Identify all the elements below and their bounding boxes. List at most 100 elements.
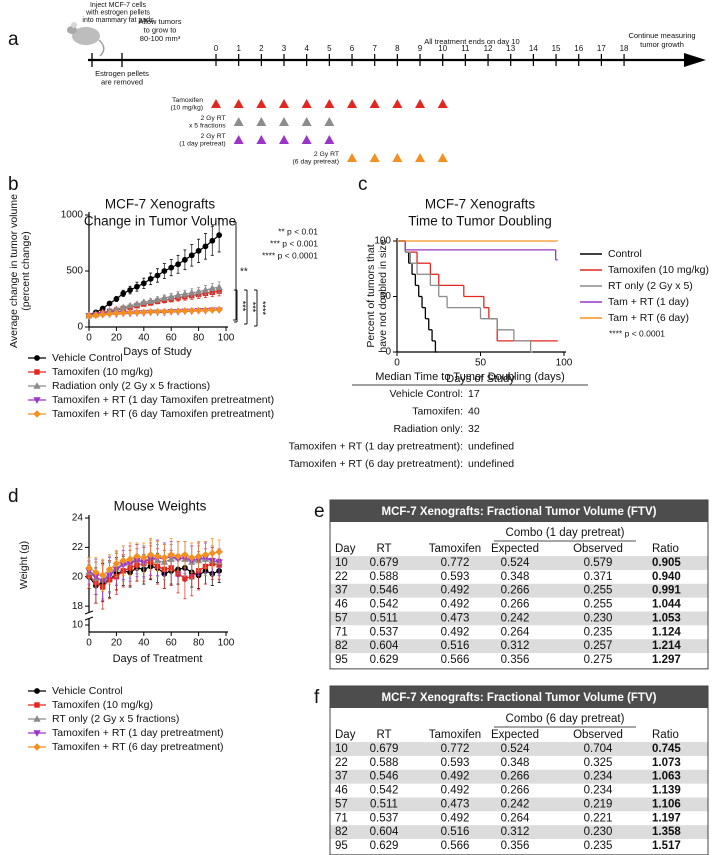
legend-label: Tamoxifen + RT (6 day pretreatment) [52,741,223,753]
treatment-marker [415,99,426,108]
x-tick-label: 20 [111,333,123,344]
timeline-note: Allow tumors [139,17,182,26]
x-axis-label: Days of Study [446,373,515,385]
data-point [174,552,182,560]
day-label: 11 [461,44,470,53]
axis-break [84,616,94,621]
table-cell: 0.242 [501,612,530,624]
data-point [194,287,203,295]
data-point [161,268,168,274]
data-point [119,303,127,311]
legend-label: Tam + RT (1 day) [608,296,689,308]
table-cell: 0.356 [501,840,530,852]
chart-title: Mouse Weights [114,499,207,514]
data-point [153,295,162,303]
table-group: Combo (6 day pretreat) [506,713,625,725]
table-cell: 0.593 [441,571,470,583]
data-point [168,264,175,271]
treatment-marker [301,99,312,108]
data-point [209,237,216,244]
data-point [201,306,210,314]
data-point [167,307,175,316]
treatment-marker [301,135,312,144]
table-cell: 1.124 [652,626,681,638]
x-tick-label: 80 [193,333,205,344]
table-column-header: RT [376,543,391,555]
x-tick-label: 80 [193,638,205,649]
table-cell: 0.745 [652,743,681,755]
table-cell: 0.492 [441,812,470,824]
data-point [140,298,148,306]
table-cell: 0.266 [501,785,530,797]
table-cell: 0.604 [370,640,399,652]
median-row-label: Tamoxifen + RT (6 day pretreatment): [289,458,463,470]
panel-label: c [358,174,368,195]
day-label: 18 [620,44,629,53]
day-label: 7 [372,44,377,53]
table-title: MCF-7 Xenografts: Fractional Tumor Volum… [382,506,657,518]
table-row-band [330,769,708,784]
median-row-value: undefined [468,458,514,470]
annotation: *** p < 0.001 [270,238,318,248]
table-cell: 0.537 [370,812,399,824]
treatment-marker [415,153,426,162]
table-cell: 10 [335,743,348,755]
data-point [33,743,41,751]
timeline-note: tumor growth [640,40,684,49]
table-cell: 0.219 [584,798,613,810]
treatment-marker [233,135,244,144]
day-label: 13 [506,44,515,53]
timeline-note: into mammary fat pads [82,17,154,24]
day-label: 1 [236,44,241,53]
day-label: 5 [327,44,332,53]
table-cell: 10 [335,557,348,569]
data-point [33,410,41,418]
x-tick-label: 100 [218,333,235,344]
table-cell: 46 [335,599,348,611]
table-cell: 57 [335,798,348,810]
table-cell: 1.214 [652,640,681,652]
table-cell: 0.524 [501,557,530,569]
day-label: 12 [484,44,493,53]
table-cell: 1.053 [652,612,681,624]
panel-label: d [8,486,19,507]
y-tick-label: 0 [77,322,83,333]
data-point [208,549,217,557]
data-point [92,568,100,577]
y-tick-label: 0 [385,347,391,358]
panel-label: f [314,687,320,708]
data-point [182,256,188,263]
legend-label: Vehicle Control [52,352,123,364]
table-cell: 0.234 [584,771,613,783]
panel-label: e [314,501,325,522]
table-cell: 0.546 [370,771,399,783]
data-point [98,310,107,319]
data-point [126,555,134,563]
timeline-note: with estrogen pellets [85,9,150,16]
table-cell: 0.516 [441,826,470,838]
table-row-band [330,556,708,570]
day-label: 6 [350,44,355,53]
x-tick-label: 40 [138,333,150,344]
day-label: 0 [214,44,219,53]
table-row-band [330,742,708,756]
treatment-marker [279,117,290,126]
timeline-note: are removed [101,77,143,86]
legend-label: Tamoxifen (10 mg/kg) [608,264,709,276]
legend-label: RT only (2 Gy x 5 fractions) [52,713,179,725]
x-tick-label: 0 [394,358,400,369]
data-point [119,309,127,317]
table-cell: 0.588 [370,757,399,769]
table-cell: 0.511 [370,612,398,624]
table-column-header: Observed [573,543,623,555]
table-cell: 0.542 [370,785,399,797]
table-cell: 0.356 [501,654,530,666]
table-cell: 0.537 [370,626,399,638]
data-point [215,548,223,556]
table-cell: 0.492 [441,626,470,638]
y-tick-label: 10 [72,620,84,631]
table-cell: 0.221 [584,812,613,824]
treatment-marker [233,99,244,108]
table-cell: 0.234 [584,785,613,797]
significance-label: **** [258,301,268,316]
